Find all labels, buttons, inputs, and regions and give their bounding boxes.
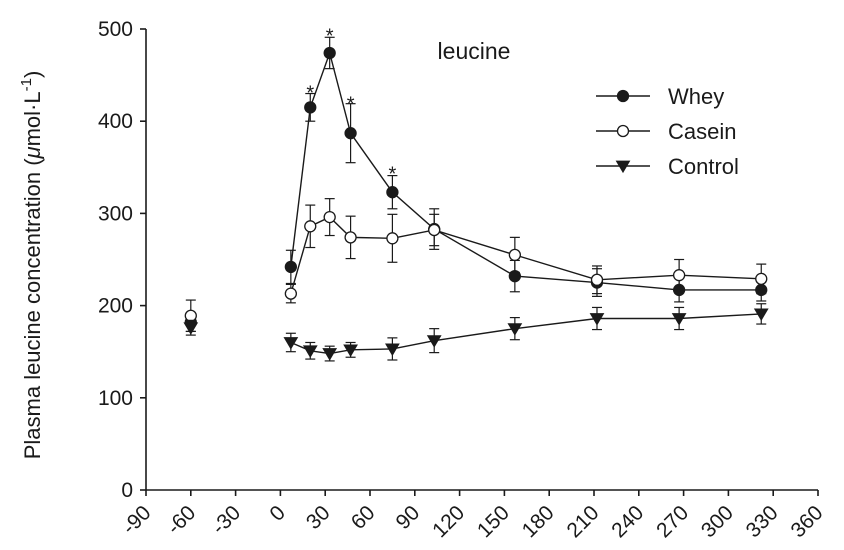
y-tick-label: 0 xyxy=(121,479,133,502)
x-tick-label: 180 xyxy=(518,501,559,542)
y-axis-label-suffix: ) xyxy=(20,71,45,78)
series-casein xyxy=(184,198,768,333)
data-point-control xyxy=(322,348,338,361)
y-tick-label: 400 xyxy=(98,110,133,133)
x-tick-label: 0 xyxy=(265,501,290,526)
x-tick-label: 210 xyxy=(562,501,603,542)
legend-label-casein: Casein xyxy=(668,119,736,144)
y-tick-label: 100 xyxy=(98,387,133,410)
y-axis-label-exponent: -1 xyxy=(18,78,35,91)
series-line-control xyxy=(290,313,762,355)
data-point-whey xyxy=(284,260,298,274)
series-whey xyxy=(184,36,768,333)
x-tick-label: 270 xyxy=(652,501,693,542)
x-tick-label: -60 xyxy=(163,501,201,539)
data-point-whey xyxy=(323,46,336,60)
data-point-control xyxy=(753,308,769,322)
data-point-control xyxy=(507,323,523,336)
data-point-control xyxy=(385,343,400,357)
annotation-layer: * * * * xyxy=(306,25,396,185)
x-tick-label: 120 xyxy=(428,501,469,542)
legend-marker-casein xyxy=(616,124,630,138)
y-tick-label: 500 xyxy=(98,18,133,41)
legend-label-whey: Whey xyxy=(668,84,724,109)
data-point-casein xyxy=(755,272,768,286)
data-point-control xyxy=(426,335,442,348)
significance-marker: * xyxy=(306,83,314,105)
data-point-casein xyxy=(284,287,298,300)
x-tick-label: 60 xyxy=(347,501,380,534)
legend-label-control: Control xyxy=(668,154,739,179)
data-point-control xyxy=(283,337,299,350)
data-point-control xyxy=(183,322,199,335)
x-tick-label: -90 xyxy=(118,501,156,539)
x-tick-label: 30 xyxy=(302,501,335,534)
data-point-control xyxy=(671,313,687,326)
data-point-whey xyxy=(344,127,357,140)
y-axis-label-unit: mol·L xyxy=(20,91,45,146)
data-point-casein xyxy=(386,232,399,245)
data-point-casein xyxy=(344,231,357,244)
significance-marker: * xyxy=(347,94,355,116)
legend: Whey Casein Control xyxy=(596,84,739,179)
data-point-casein xyxy=(590,273,604,286)
y-axis-label-mu: μ xyxy=(20,146,45,159)
x-tick-label: 360 xyxy=(786,501,827,542)
series-line-whey xyxy=(290,50,762,291)
data-point-casein xyxy=(672,269,686,282)
x-tick-label: 150 xyxy=(473,501,514,542)
data-point-casein xyxy=(428,223,441,237)
series-control xyxy=(183,303,769,362)
y-axis-label: Plasma leucine concentration (μmol·L-1) xyxy=(18,71,45,460)
legend-marker-control xyxy=(615,160,631,174)
data-point-control xyxy=(343,344,358,358)
series-layer xyxy=(183,36,769,362)
data-point-casein xyxy=(184,309,197,322)
x-tick-label: 90 xyxy=(392,501,425,534)
data-point-control xyxy=(589,313,605,326)
y-tick-label: 300 xyxy=(98,202,133,225)
x-tick-label: 330 xyxy=(742,501,783,542)
data-point-control xyxy=(302,345,318,358)
x-tick-label: 300 xyxy=(697,501,738,542)
y-tick-label: 200 xyxy=(98,295,133,318)
data-point-whey xyxy=(304,101,317,114)
chart-title: leucine xyxy=(438,38,511,64)
series-line-casein xyxy=(290,216,762,294)
y-axis-label-prefix: Plasma leucine concentration ( xyxy=(20,158,45,459)
data-point-casein xyxy=(323,210,336,224)
data-point-casein xyxy=(304,220,317,233)
data-point-whey xyxy=(386,186,399,199)
data-point-casein xyxy=(508,248,522,262)
significance-marker: * xyxy=(326,25,334,47)
significance-marker: * xyxy=(389,164,397,186)
x-tick-label: 240 xyxy=(607,501,648,542)
x-tick-label: -30 xyxy=(207,501,245,539)
legend-marker-whey xyxy=(616,89,630,103)
